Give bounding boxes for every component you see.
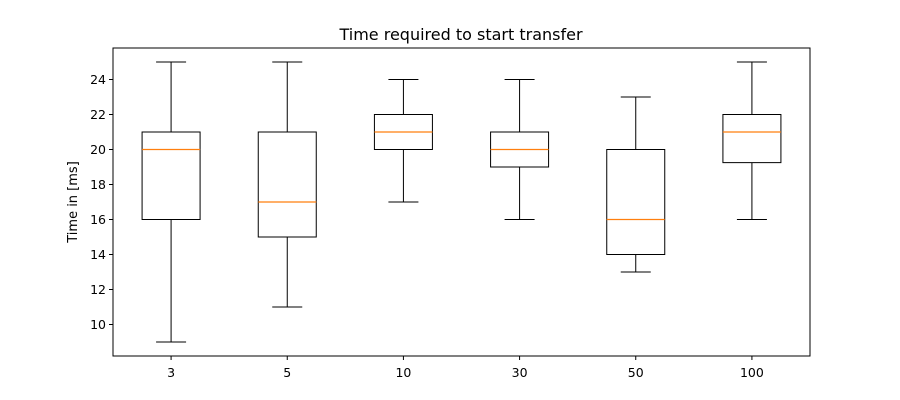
y-tick-label: 16 xyxy=(90,212,106,227)
y-tick-label: 14 xyxy=(90,247,106,262)
x-tick-label: 30 xyxy=(512,365,528,380)
x-tick-label: 3 xyxy=(167,365,175,380)
box xyxy=(141,131,201,220)
y-tick-label: 20 xyxy=(90,142,106,157)
plot-area: 10 12 14 16 18 20 22 24 3 5 10 30 50 100 xyxy=(90,47,811,380)
plot-frame xyxy=(112,47,811,357)
y-tick-label: 22 xyxy=(90,107,106,122)
box xyxy=(722,114,782,164)
y-tick-label: 24 xyxy=(90,72,106,87)
x-tick-label: 5 xyxy=(283,365,291,380)
x-tick-label: 100 xyxy=(740,365,764,380)
box xyxy=(606,149,666,255)
y-tick-label: 18 xyxy=(90,177,106,192)
x-tick-label: 50 xyxy=(628,365,644,380)
y-tick-label: 10 xyxy=(90,317,106,332)
y-axis-label: Time in [ms] xyxy=(66,161,81,244)
y-tick-label: 12 xyxy=(90,282,106,297)
box xyxy=(257,131,317,238)
chart-title: Time required to start transfer xyxy=(338,25,582,44)
x-tick-label: 10 xyxy=(395,365,411,380)
